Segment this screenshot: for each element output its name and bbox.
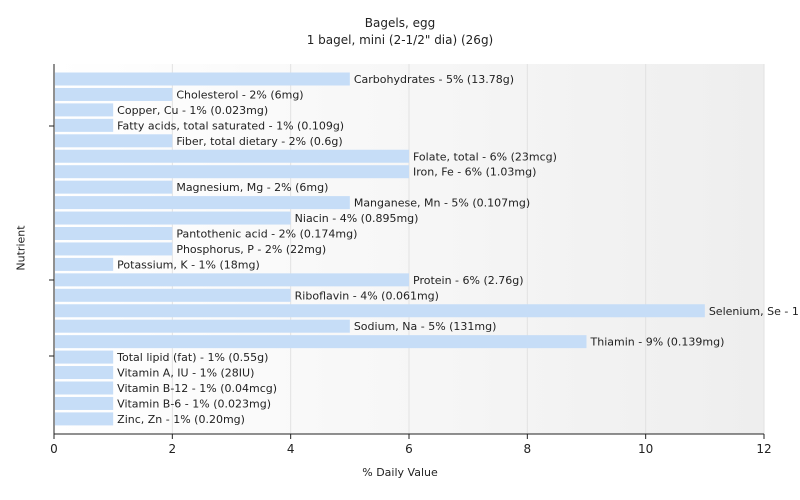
bar — [55, 257, 114, 271]
bar-label: Phosphorus, P - 2% (22mg) — [176, 243, 326, 256]
x-tick-label: 12 — [756, 442, 771, 456]
x-axis-label: % Daily Value — [362, 466, 438, 479]
x-tick-label: 0 — [50, 442, 58, 456]
bar — [55, 242, 173, 256]
bar — [55, 273, 409, 287]
bar-label: Pantothenic acid - 2% (0.174mg) — [176, 228, 357, 241]
bar-label: Vitamin A, IU - 1% (28IU) — [117, 367, 254, 380]
chart-title: Bagels, egg — [364, 16, 436, 30]
bar — [55, 196, 350, 210]
x-tick-label: 8 — [524, 442, 532, 456]
y-axis-label: Nutrient — [14, 225, 28, 271]
bar — [55, 227, 173, 240]
bar — [55, 335, 587, 349]
bar — [55, 180, 173, 194]
x-tick-label: 10 — [638, 442, 653, 456]
bar — [55, 304, 705, 318]
bar-label: Folate, total - 6% (23mcg) — [413, 150, 557, 163]
bar — [55, 381, 114, 395]
bar-label: Protein - 6% (2.76g) — [413, 274, 524, 287]
bar-label: Manganese, Mn - 5% (0.107mg) — [354, 197, 530, 210]
bar — [55, 412, 114, 426]
bar-label: Vitamin B-12 - 1% (0.04mcg) — [117, 382, 277, 395]
bar-label: Copper, Cu - 1% (0.023mg) — [117, 104, 268, 117]
bar — [55, 396, 114, 410]
bar — [55, 165, 409, 179]
bar-label: Thiamin - 9% (0.139mg) — [590, 336, 725, 349]
bar — [55, 319, 350, 333]
bar-label: Magnesium, Mg - 2% (6mg) — [176, 181, 328, 194]
bar-label: Zinc, Zn - 1% (0.20mg) — [117, 413, 245, 426]
bar-label: Vitamin B-6 - 1% (0.023mg) — [117, 397, 271, 410]
x-tick-label: 4 — [287, 442, 295, 456]
x-tick-labels: 0 2 4 6 8 10 12 — [50, 434, 772, 456]
bar — [55, 118, 114, 132]
bar-label: Total lipid (fat) - 1% (0.55g) — [116, 351, 268, 364]
bar — [55, 72, 350, 86]
bar — [55, 350, 114, 364]
bar-label: Fiber, total dietary - 2% (0.6g) — [176, 135, 342, 148]
bar-label: Fatty acids, total saturated - 1% (0.109… — [117, 119, 344, 132]
x-tick-label: 6 — [405, 442, 413, 456]
bars: Carbohydrates - 5% (13.78g) Cholesterol -… — [55, 72, 800, 426]
bar-label: Niacin - 4% (0.895mg) — [295, 212, 419, 225]
bar-label: Potassium, K - 1% (18mg) — [117, 258, 260, 271]
bar — [55, 103, 114, 117]
bar — [55, 288, 291, 302]
gridlines — [171, 64, 765, 434]
chart-subtitle: 1 bagel, mini (2-1/2" dia) (26g) — [306, 33, 494, 47]
x-tick-label: 2 — [169, 442, 177, 456]
bar — [55, 366, 114, 380]
bar-label: Riboflavin - 4% (0.061mg) — [295, 289, 439, 302]
bar-label: Carbohydrates - 5% (13.78g) — [354, 73, 514, 86]
bar — [55, 87, 173, 101]
bar-label: Iron, Fe - 6% (1.03mg) — [413, 166, 536, 179]
bar-label: Cholesterol - 2% (6mg) — [176, 88, 303, 101]
bar — [55, 211, 291, 225]
bar-label: Sodium, Na - 5% (131mg) — [354, 320, 497, 333]
bar — [55, 134, 173, 148]
bar — [55, 149, 409, 163]
bar-label: Selenium, Se - 11% (8.0mcg) — [709, 305, 800, 318]
